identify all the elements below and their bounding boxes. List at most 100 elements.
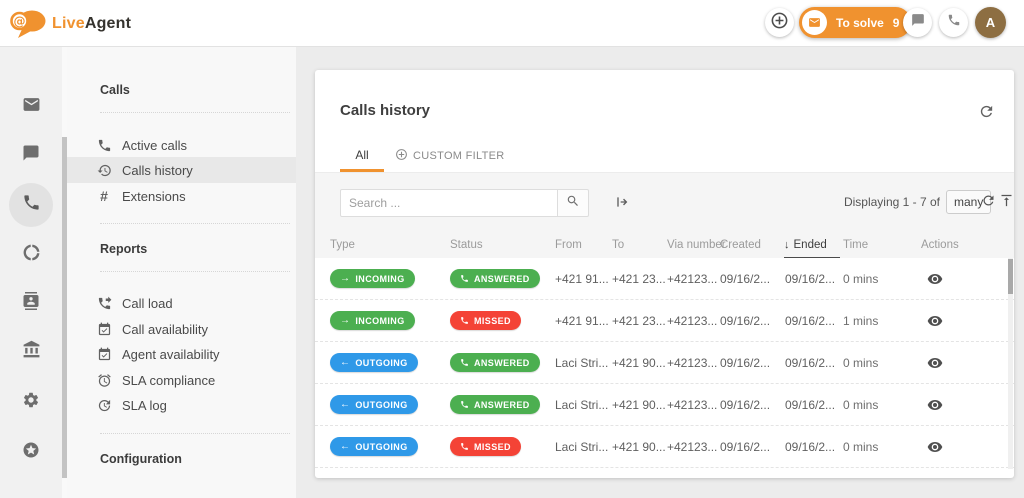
column-header-time[interactable]: Time bbox=[843, 239, 869, 251]
update-icon bbox=[96, 397, 112, 413]
hash-icon: # bbox=[100, 188, 108, 204]
eye-icon bbox=[927, 442, 943, 459]
subnav-item-active-calls[interactable]: Active calls bbox=[67, 132, 296, 158]
table-refresh-icon[interactable] bbox=[981, 193, 996, 213]
time-cell: 1 mins bbox=[843, 314, 879, 328]
column-header-to[interactable]: To bbox=[612, 239, 625, 251]
call-type-badge: ← OUTGOING bbox=[330, 437, 418, 456]
column-header-status[interactable]: Status bbox=[450, 239, 483, 251]
from-cell: Laci Stri... bbox=[555, 398, 609, 412]
table-row[interactable]: ← OUTGOING ANSWERED Laci Stri... +421 90.… bbox=[315, 342, 1014, 384]
phone-icon bbox=[22, 193, 41, 217]
column-header-from[interactable]: From bbox=[555, 239, 582, 251]
to-cell: +421 90... bbox=[612, 440, 666, 454]
table-rows: → INCOMING ANSWERED +421 91... +421 23...… bbox=[315, 258, 1014, 469]
refresh-icon[interactable] bbox=[978, 103, 995, 125]
table-row[interactable]: → INCOMING MISSED +421 91... +421 23... +… bbox=[315, 300, 1014, 342]
sidebar-scrollbar-thumb[interactable] bbox=[62, 137, 67, 478]
to-solve-count: 9 bbox=[892, 15, 900, 30]
table-scrollbar-track bbox=[1008, 258, 1013, 469]
search-button[interactable] bbox=[558, 189, 589, 217]
direction-arrow-icon: ← bbox=[340, 441, 351, 452]
rail-social-item[interactable] bbox=[0, 233, 62, 277]
subnav-item-call-load[interactable]: Call load bbox=[67, 290, 296, 316]
avatar-letter: A bbox=[985, 15, 996, 30]
call-type-badge: ← OUTGOING bbox=[330, 395, 418, 414]
direction-arrow-icon: → bbox=[340, 315, 351, 326]
envelope-icon bbox=[802, 10, 827, 35]
section-title: Reports bbox=[100, 242, 148, 256]
rail-starred-item[interactable] bbox=[0, 430, 62, 474]
subnav-item-extensions[interactable]: # Extensions bbox=[67, 183, 296, 209]
subnav-item-calls-history[interactable]: Calls history bbox=[67, 157, 296, 183]
liveagent-logo[interactable]: @ LiveAgent bbox=[10, 7, 131, 41]
displaying-count-label: Displaying 1 - 7 of bbox=[843, 195, 940, 209]
phone-icon bbox=[460, 400, 469, 409]
table-row[interactable]: → INCOMING ANSWERED +421 91... +421 23...… bbox=[315, 258, 1014, 300]
via-number-cell: +42123... bbox=[667, 356, 718, 370]
table-scrollbar-thumb[interactable] bbox=[1008, 259, 1013, 294]
rail-chats-item[interactable] bbox=[0, 133, 62, 177]
record-count-button[interactable]: many bbox=[946, 190, 992, 214]
rail-settings-item[interactable] bbox=[0, 380, 62, 424]
to-solve-button[interactable]: To solve 9 bbox=[799, 7, 912, 38]
call-status-badge: ANSWERED bbox=[450, 353, 540, 372]
bank-icon bbox=[22, 340, 41, 364]
rail-contacts-item[interactable] bbox=[0, 281, 62, 325]
tab-all[interactable]: All bbox=[355, 148, 369, 162]
view-call-button[interactable] bbox=[927, 397, 943, 418]
call-type-badge: → INCOMING bbox=[330, 269, 415, 288]
divider bbox=[100, 112, 290, 113]
chats-button[interactable] bbox=[903, 8, 932, 37]
sort-desc-icon: ↓ bbox=[784, 239, 790, 251]
call-status-badge: ANSWERED bbox=[450, 269, 540, 288]
created-cell: 09/16/2... bbox=[720, 356, 771, 370]
history-icon bbox=[96, 162, 112, 178]
rail-tickets-item[interactable] bbox=[0, 85, 62, 129]
direction-arrow-icon: → bbox=[340, 273, 351, 284]
subnav-item-agent-availability[interactable]: Agent availability bbox=[67, 341, 296, 367]
subnav-item-sla-log[interactable]: SLA log bbox=[67, 392, 296, 418]
tab-custom-filter[interactable]: CUSTOM FILTER bbox=[395, 148, 505, 164]
to-cell: +421 23... bbox=[612, 272, 666, 286]
via-number-cell: +42123... bbox=[667, 440, 718, 454]
active-tab-underline bbox=[340, 169, 384, 172]
mail-icon bbox=[22, 95, 41, 119]
column-header-via[interactable]: Via number bbox=[667, 239, 726, 251]
column-header-ended[interactable]: ↓ Ended bbox=[784, 239, 827, 251]
chat-icon bbox=[22, 144, 40, 167]
divider bbox=[100, 223, 290, 224]
phone-icon bbox=[460, 442, 469, 451]
view-call-button[interactable] bbox=[927, 271, 943, 292]
ended-cell: 09/16/2... bbox=[785, 314, 836, 328]
rail-company-item[interactable] bbox=[0, 330, 62, 374]
icon-sidebar bbox=[0, 47, 62, 498]
section-title: Configuration bbox=[100, 452, 182, 466]
rail-calls-item[interactable] bbox=[0, 183, 62, 227]
column-header-created[interactable]: Created bbox=[720, 239, 761, 251]
via-number-cell: +42123... bbox=[667, 314, 718, 328]
scroll-to-top-icon[interactable] bbox=[999, 193, 1014, 213]
to-cell: +421 90... bbox=[612, 356, 666, 370]
view-call-button[interactable] bbox=[927, 355, 943, 376]
view-call-button[interactable] bbox=[927, 313, 943, 334]
column-header-type[interactable]: Type bbox=[330, 239, 355, 251]
add-new-button[interactable] bbox=[765, 8, 794, 37]
page-title: Calls history bbox=[340, 102, 431, 119]
table-row[interactable]: ← OUTGOING ANSWERED Laci Stri... +421 90.… bbox=[315, 384, 1014, 426]
created-cell: 09/16/2... bbox=[720, 398, 771, 412]
column-header-actions[interactable]: Actions bbox=[921, 239, 959, 251]
divider bbox=[100, 433, 290, 434]
search-input[interactable] bbox=[340, 189, 558, 217]
view-call-button[interactable] bbox=[927, 439, 943, 460]
calls-button[interactable] bbox=[939, 8, 968, 37]
table-row[interactable]: ← OUTGOING MISSED Laci Stri... +421 90...… bbox=[315, 426, 1014, 468]
eye-icon bbox=[927, 358, 943, 375]
subnav-item-call-availability[interactable]: Call availability bbox=[67, 316, 296, 342]
created-cell: 09/16/2... bbox=[720, 440, 771, 454]
section-title: Calls bbox=[100, 83, 130, 97]
avatar[interactable]: A bbox=[975, 7, 1006, 38]
subnav-item-sla-compliance[interactable]: SLA compliance bbox=[67, 367, 296, 393]
call-type-badge: ← OUTGOING bbox=[330, 353, 418, 372]
